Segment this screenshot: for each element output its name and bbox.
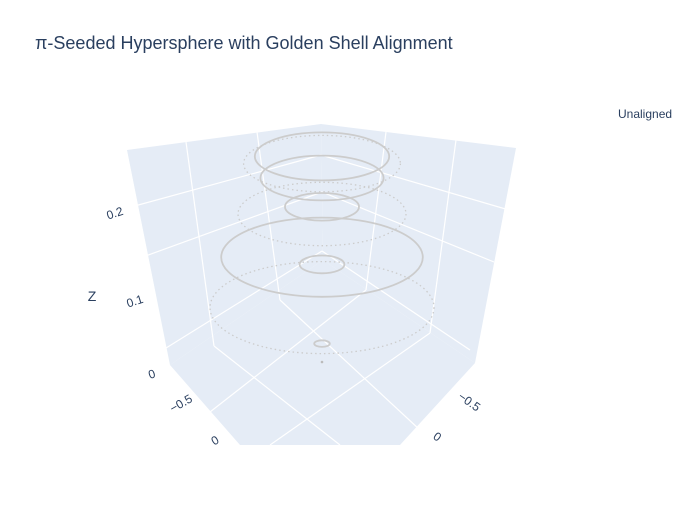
grid-line-5: [320, 154, 510, 211]
grid-line-8: [365, 131, 387, 291]
floor: [170, 260, 475, 445]
shell-ring-1[interactable]: [209, 260, 435, 355]
grid-line-3: [321, 250, 471, 351]
legend-entry-unaligned[interactable]: Unaligned: [618, 107, 673, 121]
shell-ring-3[interactable]: [220, 216, 424, 298]
grid-line-4: [321, 191, 495, 263]
grid-line-0: [149, 250, 323, 359]
grid-line-9: [429, 139, 457, 334]
chart-title: π-Seeded Hypersphere with Golden Shell A…: [35, 33, 453, 53]
shell-ring-8[interactable]: [253, 131, 391, 182]
shell-ring-6[interactable]: [259, 154, 385, 202]
x-tick-1: 0: [209, 433, 222, 449]
origin-point: [320, 360, 324, 364]
y-tick-0: −0.5: [456, 389, 484, 414]
z-tick-1: 0.1: [125, 292, 146, 311]
z-tick-2: 0.2: [105, 204, 126, 223]
x-tick-0: −0.5: [167, 391, 195, 415]
shell-ring-2[interactable]: [298, 254, 346, 275]
back-right-wall: [321, 124, 516, 363]
y-tick-1: 0: [431, 429, 445, 444]
grid-line-11: [279, 299, 421, 431]
shell-ring-4[interactable]: [237, 181, 407, 247]
shell-ring-7[interactable]: [242, 134, 402, 193]
z-tick-0: 0: [146, 366, 157, 381]
z-axis-title: Z: [88, 288, 97, 304]
back-left-wall: [127, 124, 323, 365]
grid-line-1: [139, 191, 323, 259]
grid-line-6: [185, 141, 215, 347]
grid-lines: [130, 131, 510, 446]
shell-ring-0[interactable]: [313, 339, 331, 348]
shell-ring-5[interactable]: [284, 192, 360, 222]
grid-line-12: [269, 332, 431, 446]
grid-line-13: [209, 289, 367, 413]
shell-series[interactable]: [209, 131, 435, 364]
grid-line-10: [213, 345, 341, 446]
grid-line-7: [256, 131, 281, 301]
grid-line-2: [130, 154, 322, 208]
